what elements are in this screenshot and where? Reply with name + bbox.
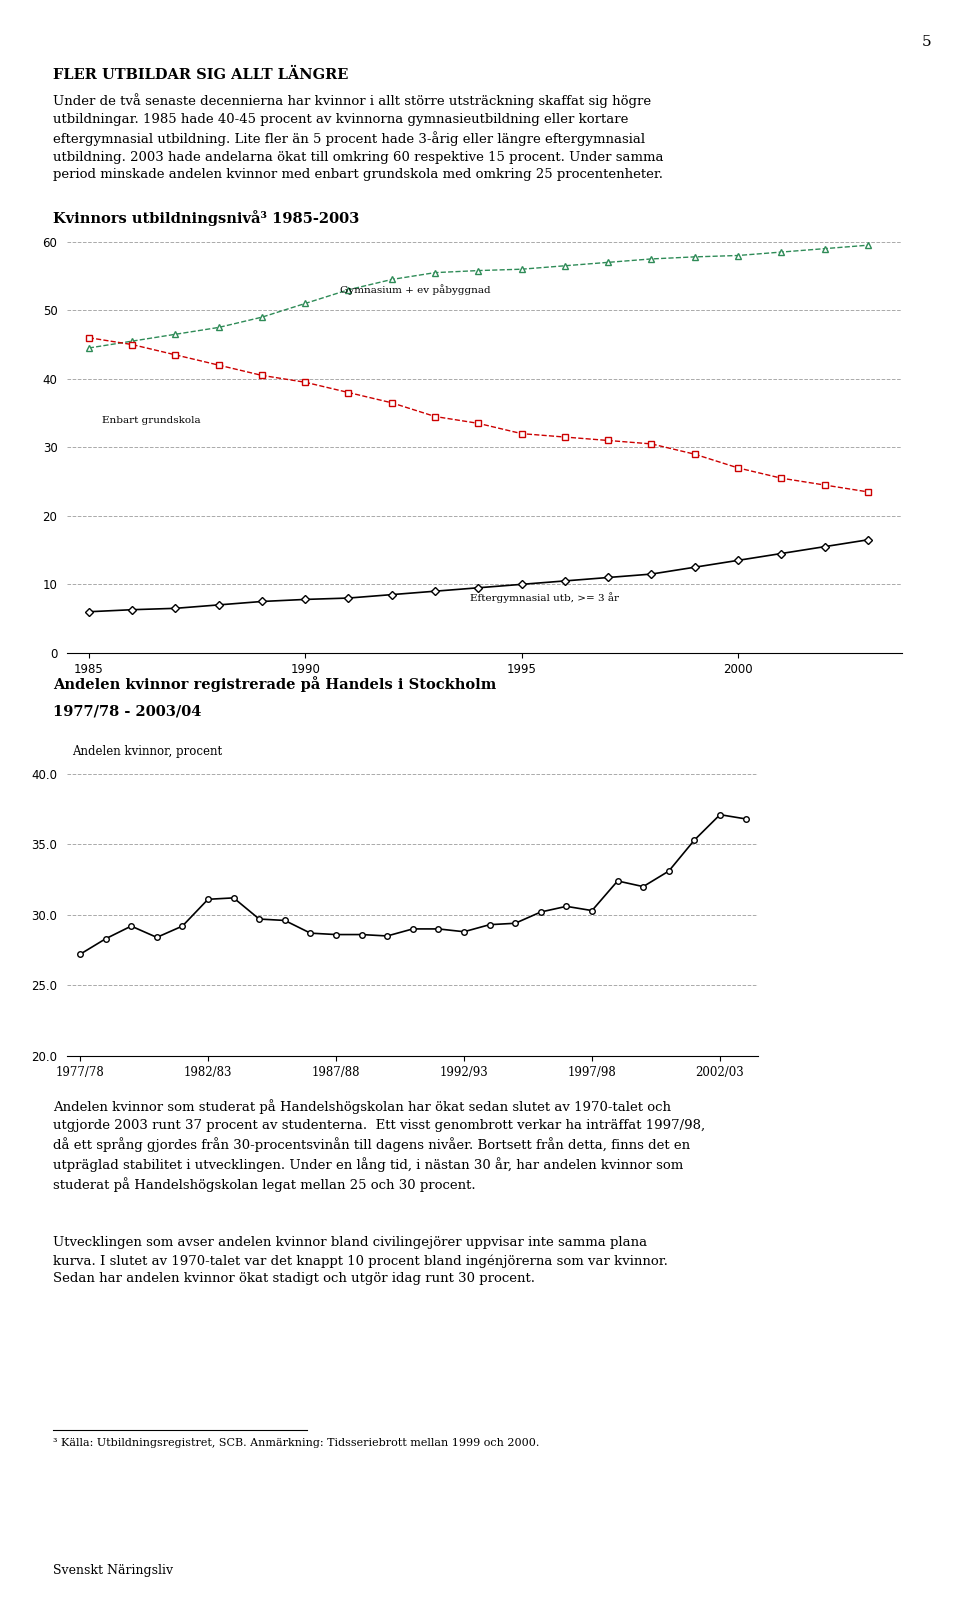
Text: 1977/78 - 2003/04: 1977/78 - 2003/04 [53, 704, 202, 719]
Text: 5: 5 [922, 35, 931, 50]
Text: Andelen kvinnor som studerat på Handelshögskolan har ökat sedan slutet av 1970-t: Andelen kvinnor som studerat på Handelsh… [53, 1099, 705, 1193]
Text: Under de två senaste decennierna har kvinnor i allt större utsträckning skaffat : Under de två senaste decennierna har kvi… [53, 93, 663, 181]
Text: Andelen kvinnor registrerade på Handels i Stockholm: Andelen kvinnor registrerade på Handels … [53, 675, 496, 692]
Text: ³ Källa: Utbildningsregistret, SCB. Anmärkning: Tidsseriebrott mellan 1999 och 2: ³ Källa: Utbildningsregistret, SCB. Anmä… [53, 1438, 540, 1448]
Text: Eftergymnasial utb, >= 3 år: Eftergymnasial utb, >= 3 år [469, 593, 618, 603]
Text: Gymnasium + ev påbyggnad: Gymnasium + ev påbyggnad [340, 284, 491, 295]
Text: Svenskt Näringsliv: Svenskt Näringsliv [53, 1564, 173, 1577]
Text: Enbart grundskola: Enbart grundskola [102, 416, 201, 426]
Text: Andelen kvinnor, procent: Andelen kvinnor, procent [72, 745, 222, 758]
Text: Utvecklingen som avser andelen kvinnor bland civilingejörer uppvisar inte samma : Utvecklingen som avser andelen kvinnor b… [53, 1236, 667, 1285]
Text: FLER UTBILDAR SIG ALLT LÄNGRE: FLER UTBILDAR SIG ALLT LÄNGRE [53, 68, 348, 82]
Text: Kvinnors utbildningsnivå³ 1985-2003: Kvinnors utbildningsnivå³ 1985-2003 [53, 210, 359, 226]
